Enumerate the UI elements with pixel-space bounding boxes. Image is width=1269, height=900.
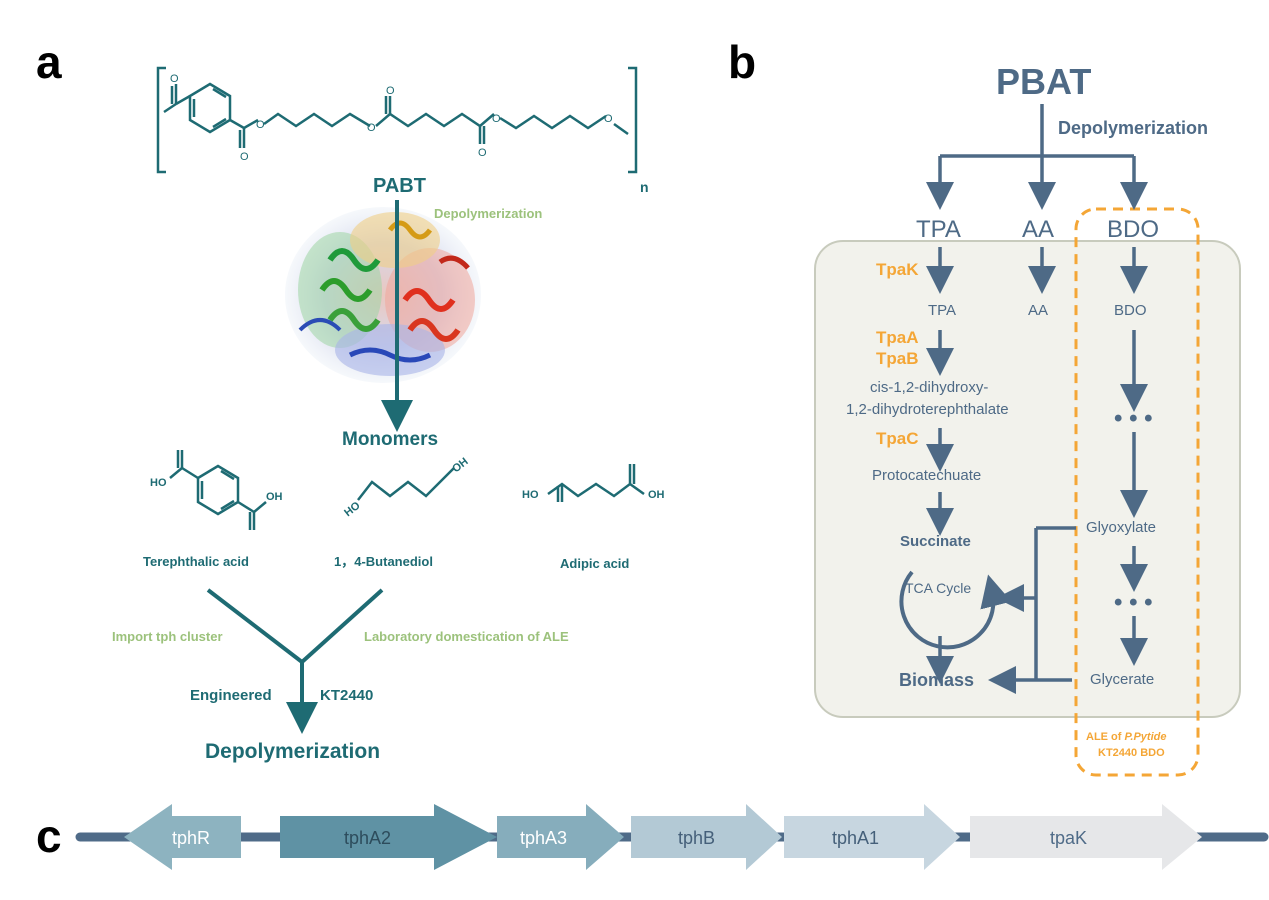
gene-label-tpha3: tphA3 <box>520 828 567 848</box>
pbat-title: PBAT <box>996 61 1091 102</box>
protocatechuate: Protocatechuate <box>872 467 981 484</box>
tpa-inside: TPA <box>928 302 956 319</box>
panel-label-b: b <box>728 36 756 88</box>
svg-text:O: O <box>170 73 179 85</box>
branch-aa: AA <box>1022 216 1054 243</box>
terephthalic-acid-structure <box>170 450 266 530</box>
ta-group-right: OH <box>266 491 283 503</box>
terephthalic-acid-label: Terephthalic acid <box>143 554 249 569</box>
kt2440-label: KT2440 <box>320 687 373 704</box>
final-depolymerization-label: Depolymerization <box>205 740 380 763</box>
panel-label-c: c <box>36 810 62 862</box>
engineered-label: Engineered <box>190 687 272 704</box>
polymer-atom-labels: O O O O O O O O <box>170 73 613 163</box>
ale-caption-line-1: ALE of P.Pytide <box>1086 731 1167 743</box>
enzyme-tpac: TpaC <box>876 429 919 448</box>
svg-text:O: O <box>240 151 249 163</box>
aa-inside: AA <box>1028 302 1048 319</box>
ellipsis-2: • • • <box>1114 589 1153 616</box>
pbat-polymer-structure <box>158 68 636 172</box>
branch-tpa: TPA <box>916 216 961 243</box>
biomass: Biomass <box>899 670 974 690</box>
svg-text:O: O <box>386 85 395 97</box>
intermediate-line-1: cis-1,2-dihydroxy- <box>870 379 988 396</box>
enzyme-structure-image <box>285 207 481 383</box>
aa-group-left: HO <box>522 489 539 501</box>
ellipsis-1: • • • <box>1114 405 1153 432</box>
enzyme-tpaa: TpaA <box>876 328 919 347</box>
monomers-label: Monomers <box>342 429 438 450</box>
tca-cycle-label: TCA Cycle <box>905 580 971 596</box>
gene-label-tpha2: tphA2 <box>344 828 391 848</box>
ta-group-left: HO <box>150 477 167 489</box>
svg-text:O: O <box>478 147 487 159</box>
succinate: Succinate <box>900 533 971 550</box>
bdo-inside: BDO <box>1114 302 1147 319</box>
glycerate: Glycerate <box>1090 671 1154 688</box>
bdo-group-left: HO <box>342 499 363 519</box>
gene-label-tpak: tpaK <box>1050 828 1087 848</box>
bdo-group-right: OH <box>450 456 470 476</box>
branch-bdo: BDO <box>1107 216 1159 243</box>
svg-text:O: O <box>604 113 613 125</box>
ale-caption-prefix: ALE of <box>1086 731 1125 743</box>
intermediate-line-2: 1,2-dihydroterephthalate <box>846 401 1009 418</box>
gene-label-tphb: tphB <box>678 828 715 848</box>
butanediol-label: 1，4-Butanediol <box>334 554 433 569</box>
butanediol-structure <box>358 468 454 500</box>
adipic-acid-label: Adipic acid <box>560 556 629 571</box>
enzyme-tpak: TpaK <box>876 260 919 279</box>
depolymerization-label-a: Depolymerization <box>434 206 542 221</box>
adipic-acid-structure <box>548 464 644 502</box>
svg-text:O: O <box>256 119 265 131</box>
gene-label-tpha1: tphA1 <box>832 828 879 848</box>
panel-label-a: a <box>36 36 62 88</box>
polymer-subscript: n <box>640 179 649 195</box>
depolymerization-label-b: Depolymerization <box>1058 118 1208 138</box>
ale-domestication-label: Laboratory domestication of ALE <box>364 629 569 644</box>
import-tph-label: Import tph cluster <box>112 629 223 644</box>
glyoxylate: Glyoxylate <box>1086 519 1156 536</box>
svg-text:O: O <box>492 113 501 125</box>
polymer-name: PABT <box>373 175 426 197</box>
enzyme-tpab: TpaB <box>876 349 919 368</box>
gene-label-tphr: tphR <box>172 828 210 848</box>
ale-caption-line-2: KT2440 BDO <box>1098 747 1165 759</box>
aa-group-right: OH <box>648 489 665 501</box>
ale-caption-species: P.Pytide <box>1125 731 1167 743</box>
svg-text:O: O <box>367 122 376 134</box>
